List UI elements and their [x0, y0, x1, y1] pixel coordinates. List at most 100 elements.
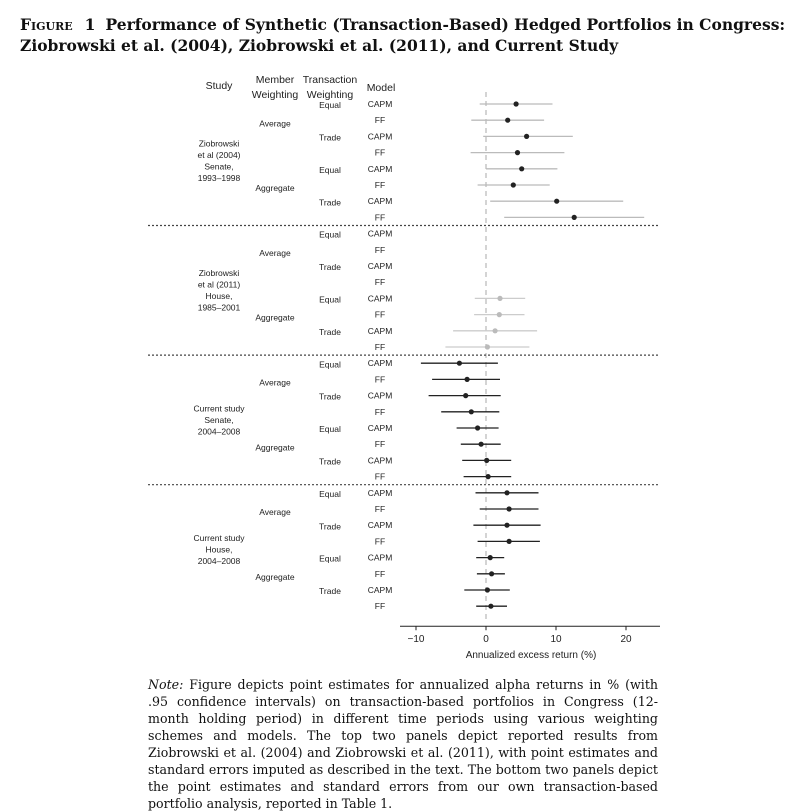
transaction-weighting-label: Equal — [319, 554, 341, 564]
header-member-weighting: Weighting — [252, 89, 299, 101]
transaction-weighting-label: Equal — [319, 100, 341, 110]
study-label: Ziobrowski — [199, 268, 240, 278]
header-study: Study — [206, 80, 234, 92]
header-transaction-weighting: Transaction — [303, 74, 358, 86]
model-label: FF — [375, 115, 385, 125]
member-weighting-label: Average — [259, 378, 291, 388]
model-label: FF — [375, 245, 385, 255]
point-estimate — [484, 344, 490, 350]
model-label: CAPM — [368, 520, 393, 530]
figure-label: Figure — [20, 15, 73, 34]
model-label: FF — [375, 569, 385, 579]
model-label: CAPM — [368, 261, 393, 271]
model-label: FF — [375, 310, 385, 320]
study-label: et al (2004) — [198, 150, 241, 160]
transaction-weighting-label: Equal — [319, 489, 341, 499]
note-label: Note: — [148, 677, 184, 692]
transaction-weighting-label: Trade — [319, 392, 341, 402]
model-label: CAPM — [368, 585, 393, 595]
point-estimate — [504, 490, 510, 496]
transaction-weighting-label: Equal — [319, 165, 341, 175]
member-weighting-label: Average — [259, 507, 291, 517]
x-axis-label: Annualized excess return (%) — [466, 650, 597, 661]
member-weighting-label: Average — [259, 248, 291, 258]
point-estimate — [492, 328, 498, 334]
point-estimate — [513, 101, 519, 107]
member-weighting-label: Aggregate — [255, 313, 294, 323]
transaction-weighting-label: Trade — [319, 457, 341, 467]
point-estimate — [514, 150, 521, 156]
x-tick-label: 20 — [620, 634, 632, 645]
study-label: Ziobrowski — [199, 138, 240, 148]
model-label: CAPM — [368, 488, 393, 498]
point-estimate — [510, 182, 516, 188]
point-estimate — [484, 587, 490, 593]
model-label: FF — [375, 148, 385, 158]
model-label: CAPM — [368, 455, 393, 465]
transaction-weighting-label: Trade — [319, 133, 341, 143]
model-label: CAPM — [368, 196, 393, 206]
study-label: Senate, — [204, 162, 233, 172]
transaction-weighting-label: Equal — [319, 359, 341, 369]
transaction-weighting-label: Trade — [319, 327, 341, 337]
member-weighting-label: Aggregate — [255, 183, 294, 193]
model-label: CAPM — [368, 164, 393, 174]
model-label: CAPM — [368, 326, 393, 336]
member-weighting-label: Average — [259, 118, 291, 128]
model-label: CAPM — [368, 99, 393, 109]
point-estimate — [463, 393, 469, 399]
forest-plot: Study Member Weighting Transaction Weighting… — [148, 74, 660, 661]
study-label: 1985–2001 — [198, 303, 241, 313]
point-estimate — [484, 457, 490, 463]
point-estimate — [489, 571, 495, 577]
point-estimate — [478, 441, 484, 447]
note-text: Figure depicts point estimates for annua… — [148, 677, 658, 811]
model-label: FF — [375, 342, 385, 352]
study-label: Senate, — [204, 415, 233, 425]
model-label: FF — [375, 180, 385, 190]
study-label: Current study — [193, 533, 245, 543]
transaction-weighting-label: Equal — [319, 230, 341, 240]
point-estimate — [571, 214, 577, 220]
model-label: FF — [375, 407, 385, 417]
model-label: CAPM — [368, 423, 393, 433]
point-estimate — [496, 312, 502, 318]
point-estimate — [506, 506, 512, 512]
x-tick-label: 10 — [550, 634, 562, 645]
model-label: FF — [375, 374, 385, 384]
model-label: CAPM — [368, 229, 393, 239]
point-estimate — [519, 166, 525, 172]
header-member-weighting: Member — [256, 74, 295, 86]
model-label: FF — [375, 472, 385, 482]
figure-title-text: Performance of Synthetic (Transaction-Ba… — [20, 15, 786, 55]
transaction-weighting-label: Trade — [319, 521, 341, 531]
model-label: CAPM — [368, 391, 393, 401]
point-estimate — [504, 522, 510, 528]
transaction-weighting-label: Trade — [319, 262, 341, 272]
point-estimate — [487, 555, 493, 561]
point-estimate — [497, 295, 503, 301]
model-label: FF — [375, 504, 385, 514]
study-label: House, — [206, 291, 233, 301]
point-estimate — [505, 117, 511, 123]
point-estimate — [464, 376, 470, 382]
figure-note: Note: Figure depicts point estimates for… — [148, 676, 658, 812]
study-label: 2004–2008 — [198, 556, 241, 566]
member-weighting-label: Aggregate — [255, 572, 294, 582]
x-tick-label: 0 — [483, 634, 489, 645]
point-estimate — [524, 133, 530, 139]
x-tick-label: −10 — [408, 634, 425, 645]
model-label: CAPM — [368, 131, 393, 141]
model-label: FF — [375, 439, 385, 449]
point-estimate — [554, 198, 560, 204]
study-label: 1993–1998 — [198, 173, 241, 183]
transaction-weighting-label: Equal — [319, 295, 341, 305]
figure-title: Figure 1 Performance of Synthetic (Transac… — [20, 14, 790, 56]
point-estimate — [506, 538, 512, 545]
model-label: FF — [375, 277, 385, 287]
study-label: et al (2011) — [198, 280, 241, 290]
member-weighting-label: Aggregate — [255, 442, 294, 452]
model-label: CAPM — [368, 358, 393, 368]
transaction-weighting-label: Trade — [319, 197, 341, 207]
point-estimate — [488, 603, 494, 609]
